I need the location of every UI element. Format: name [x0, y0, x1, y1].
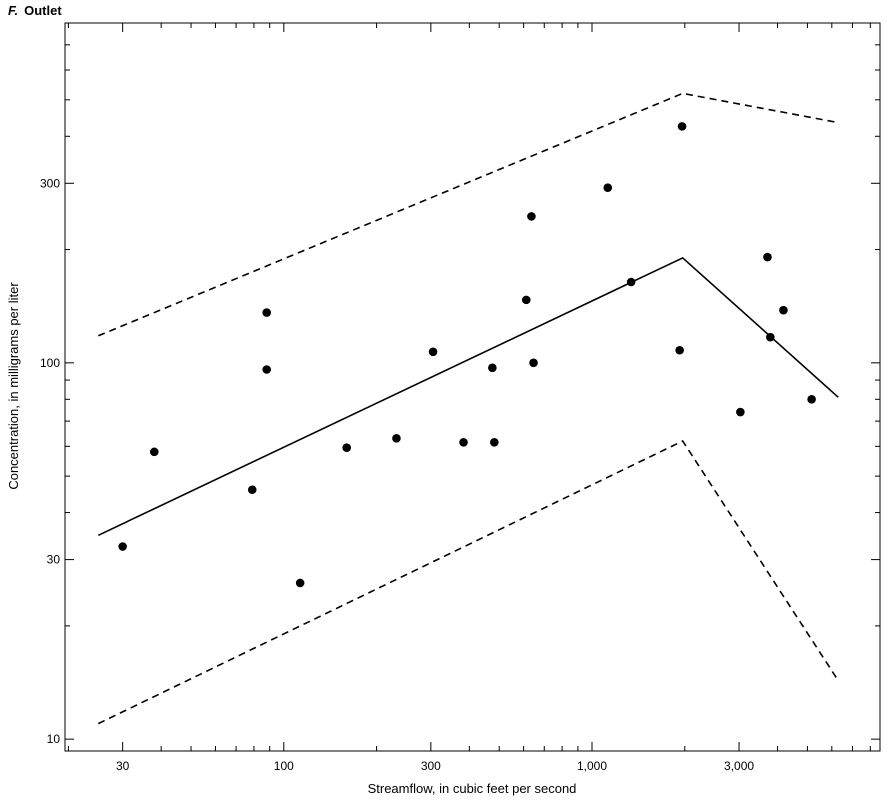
upper-prediction-line	[97, 92, 839, 337]
data-point	[766, 332, 775, 342]
data-point	[527, 212, 536, 221]
x-axis-title: Streamflow, in cubic feet per second	[368, 781, 577, 796]
data-point	[262, 308, 271, 317]
data-point	[677, 122, 687, 131]
x-axis-ticks: 30 100 300 1,000 3,000	[67, 23, 871, 773]
data-point	[459, 437, 468, 447]
data-point	[603, 183, 613, 193]
y-tick-label: 10	[47, 732, 61, 746]
data-point	[521, 295, 531, 305]
data-point	[488, 363, 497, 373]
data-point	[779, 305, 788, 315]
x-tick-label: 30	[116, 759, 130, 773]
lower-prediction-line	[97, 439, 839, 725]
regression-line	[97, 256, 839, 537]
data-point	[118, 542, 127, 551]
data-point	[529, 358, 538, 368]
panel-title: F. Outlet	[8, 3, 62, 18]
y-tick-label: 30	[47, 553, 61, 567]
x-tick-label: 100	[274, 759, 294, 773]
data-points	[118, 122, 816, 588]
x-tick-label: 3,000	[724, 759, 754, 773]
data-point	[392, 434, 401, 443]
data-point	[490, 437, 499, 447]
y-axis-ticks: 10 30 100 300	[40, 22, 880, 746]
panel-title-text: Outlet	[24, 3, 62, 18]
y-tick-label: 300	[40, 176, 60, 190]
x-tick-label: 300	[421, 759, 441, 773]
y-tick-label: 100	[40, 356, 60, 370]
regression-lines	[97, 92, 839, 725]
data-point	[626, 277, 636, 287]
data-point	[262, 365, 271, 374]
y-axis-title: Concentration, in milligrams per liter	[6, 282, 21, 490]
plot-frame	[64, 22, 881, 752]
data-point	[295, 578, 305, 588]
data-point	[247, 485, 257, 495]
data-point	[807, 395, 816, 404]
data-point	[428, 347, 438, 357]
x-tick-label: 1,000	[577, 759, 607, 773]
data-point	[149, 447, 159, 457]
data-point	[763, 252, 772, 262]
data-point	[342, 443, 352, 452]
data-point	[736, 407, 745, 417]
panel-letter: F.	[8, 3, 19, 18]
data-point	[675, 345, 684, 355]
